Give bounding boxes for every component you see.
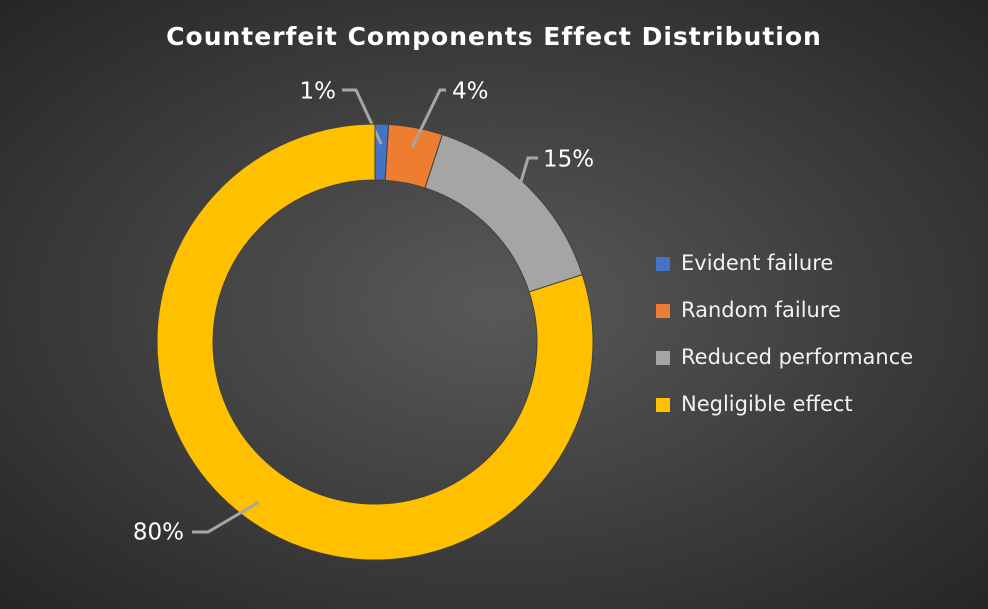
leader-line	[192, 500, 260, 534]
data-label: 1%	[300, 79, 337, 105]
chart-title: Counterfeit Components Effect Distributi…	[166, 22, 822, 51]
legend-label: Random failure	[681, 298, 841, 322]
data-label: 80%	[133, 520, 184, 546]
legend-swatch	[656, 304, 670, 318]
legend-label: Evident failure	[681, 251, 833, 275]
legend-swatch	[656, 351, 670, 365]
data-label: 4%	[452, 79, 489, 105]
leader-line	[410, 88, 446, 149]
legend-swatch	[656, 257, 670, 271]
data-label: 15%	[543, 147, 594, 173]
legend-label: Reduced performance	[681, 345, 913, 369]
legend-label: Negligible effect	[681, 392, 853, 416]
doughnut-slice	[156, 123, 594, 561]
legend-swatch	[656, 398, 670, 412]
leader-line	[513, 156, 538, 203]
